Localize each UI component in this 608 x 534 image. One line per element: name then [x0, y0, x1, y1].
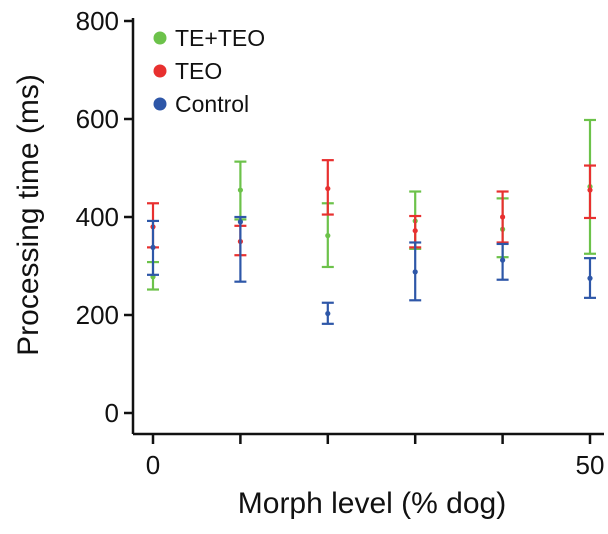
teo-data-point	[325, 185, 331, 192]
teo-data-point	[412, 228, 418, 234]
legend-label-te-teo: TE+TEO	[175, 25, 265, 51]
y-tick-label: 200	[76, 300, 119, 330]
legend: TE+TEO TEO Control	[153, 25, 265, 117]
legend-marker-teo	[153, 64, 167, 78]
y-tick-label: 600	[76, 104, 119, 134]
control-data-point	[412, 269, 418, 275]
y-axis-title: Processing time (ms)	[12, 74, 45, 356]
control-data-point	[587, 275, 593, 281]
y-tick-label: 800	[76, 6, 119, 36]
legend-label-teo: TEO	[175, 58, 222, 84]
teo-data-point	[587, 187, 593, 193]
x-axis-title: Morph level (% dog)	[238, 487, 506, 520]
legend-marker-control	[153, 97, 167, 111]
te-teo-data-point	[325, 233, 331, 239]
x-tick-label: 0	[146, 450, 160, 480]
data-layer	[147, 118, 596, 325]
x-tick-label: 50	[576, 450, 605, 480]
legend-marker-te-teo	[153, 31, 167, 45]
y-tick-label: 400	[76, 202, 119, 232]
control-data-point	[500, 257, 506, 263]
axes-layer: 0 200 400 600 800 0 50	[76, 6, 605, 480]
control-data-point	[237, 219, 243, 225]
teo-data-point	[500, 214, 506, 220]
y-tick-label: 0	[105, 398, 119, 428]
te-teo-data-point	[237, 187, 243, 193]
legend-label-control: Control	[175, 91, 249, 117]
control-data-point	[150, 244, 156, 250]
control-data-point	[325, 310, 331, 317]
